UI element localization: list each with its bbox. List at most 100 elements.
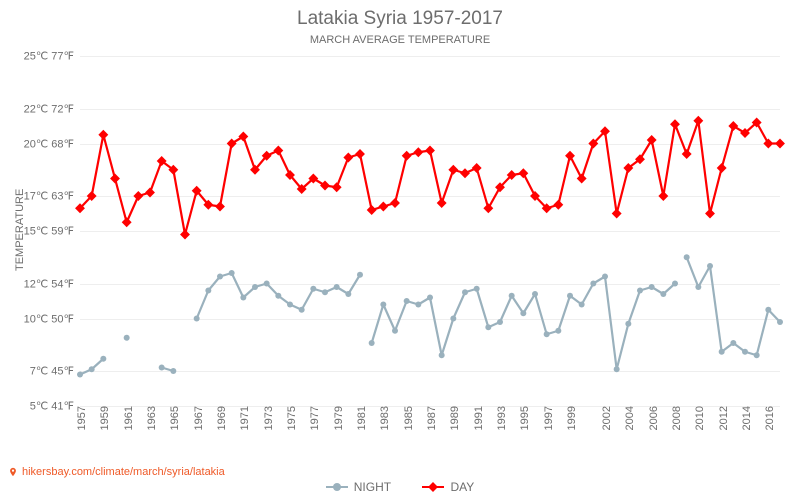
chart-container: Latakia Syria 1957-2017 MARCH AVERAGE TE… xyxy=(0,0,800,500)
series-marker xyxy=(658,191,668,201)
series-marker xyxy=(448,165,458,175)
x-tick-label: 1987 xyxy=(422,406,438,430)
series-marker xyxy=(614,366,620,372)
series-marker xyxy=(404,298,410,304)
series-marker xyxy=(518,168,528,178)
y-tick-label: 7℃ 45℉ xyxy=(30,365,80,378)
series-marker xyxy=(637,288,643,294)
x-tick-label: 1977 xyxy=(305,406,321,430)
x-tick-label: 2010 xyxy=(690,406,706,430)
series-marker xyxy=(509,293,515,299)
series-marker xyxy=(275,293,281,299)
series-marker xyxy=(763,139,773,149)
series-marker xyxy=(647,135,657,145)
series-marker xyxy=(693,116,703,126)
series-marker xyxy=(332,182,342,192)
series-marker xyxy=(322,289,328,295)
series-marker xyxy=(612,209,622,219)
series-marker xyxy=(343,153,353,163)
series-marker xyxy=(122,217,132,227)
plot-area: 5℃ 41℉7℃ 45℉10℃ 50℉12℃ 54℉15℃ 59℉17℃ 63℉… xyxy=(80,56,780,406)
x-tick-label: 1961 xyxy=(119,406,135,430)
legend-item-day: DAY xyxy=(422,480,474,494)
series-marker xyxy=(367,205,377,215)
y-tick-label: 17℃ 63℉ xyxy=(24,190,80,203)
series-marker xyxy=(682,149,692,159)
series-marker xyxy=(579,302,585,308)
legend: NIGHT DAY xyxy=(0,480,800,496)
x-tick-label: 1963 xyxy=(142,406,158,430)
series-marker xyxy=(334,284,340,290)
series-marker xyxy=(520,310,526,316)
series-marker xyxy=(427,295,433,301)
series-marker xyxy=(472,163,482,173)
series-marker xyxy=(357,272,363,278)
series-marker xyxy=(238,132,248,142)
series-marker xyxy=(602,274,608,280)
series-marker xyxy=(217,274,223,280)
series-marker xyxy=(730,340,736,346)
x-tick-label: 1997 xyxy=(539,406,555,430)
series-marker xyxy=(180,230,190,240)
x-tick-label: 1967 xyxy=(189,406,205,430)
series-marker xyxy=(413,147,423,157)
series-marker xyxy=(415,302,421,308)
series-marker xyxy=(240,295,246,301)
series-marker xyxy=(355,149,365,159)
series-marker xyxy=(707,263,713,269)
x-tick-label: 2006 xyxy=(644,406,660,430)
series-marker xyxy=(133,191,143,201)
y-tick-label: 15℃ 59℉ xyxy=(24,225,80,238)
series-marker xyxy=(567,293,573,299)
series-marker xyxy=(194,316,200,322)
series-marker xyxy=(124,335,130,341)
series-marker xyxy=(378,202,388,212)
series-marker xyxy=(695,284,701,290)
attribution-text: hikersbay.com/climate/march/syria/lataki… xyxy=(22,466,225,478)
series-marker xyxy=(227,139,237,149)
x-tick-label: 1957 xyxy=(72,406,88,430)
series-marker xyxy=(649,284,655,290)
x-tick-label: 1993 xyxy=(492,406,508,430)
legend-swatch-day xyxy=(422,481,444,493)
series-marker xyxy=(483,203,493,213)
series-marker xyxy=(264,281,270,287)
series-line xyxy=(80,121,780,235)
series-svg xyxy=(80,56,780,406)
x-tick-label: 1959 xyxy=(95,406,111,430)
x-tick-label: 2012 xyxy=(714,406,730,430)
series-marker xyxy=(565,151,575,161)
x-tick-label: 2008 xyxy=(667,406,683,430)
series-marker xyxy=(402,151,412,161)
legend-label-night: NIGHT xyxy=(354,480,391,494)
series-marker xyxy=(89,366,95,372)
series-marker xyxy=(273,146,283,156)
x-tick-label: 1989 xyxy=(445,406,461,430)
attribution: hikersbay.com/climate/march/syria/lataki… xyxy=(8,466,225,478)
map-pin-icon xyxy=(8,467,18,477)
x-tick-label: 1979 xyxy=(329,406,345,430)
x-tick-label: 2002 xyxy=(597,406,613,430)
series-marker xyxy=(100,356,106,362)
x-tick-label: 1985 xyxy=(399,406,415,430)
series-marker xyxy=(98,130,108,140)
series-marker xyxy=(450,316,456,322)
series-marker xyxy=(252,284,258,290)
series-marker xyxy=(754,352,760,358)
series-marker xyxy=(660,291,666,297)
series-marker xyxy=(462,289,468,295)
series-marker xyxy=(532,291,538,297)
series-marker xyxy=(425,146,435,156)
series-marker xyxy=(460,168,470,178)
x-tick-label: 1995 xyxy=(515,406,531,430)
series-marker xyxy=(369,340,375,346)
series-marker xyxy=(485,324,491,330)
series-marker xyxy=(110,174,120,184)
series-marker xyxy=(555,328,561,334)
series-marker xyxy=(497,319,503,325)
legend-item-night: NIGHT xyxy=(326,480,391,494)
x-tick-label: 1969 xyxy=(212,406,228,430)
series-marker xyxy=(474,286,480,292)
series-marker xyxy=(775,139,785,149)
legend-swatch-night xyxy=(326,481,348,493)
